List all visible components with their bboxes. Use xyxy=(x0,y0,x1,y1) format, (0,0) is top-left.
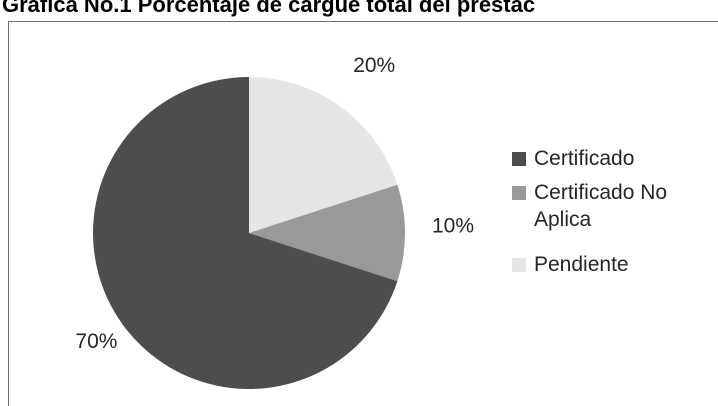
chart-frame xyxy=(8,21,718,406)
pie-slice-certificado xyxy=(92,77,398,389)
legend-label: Pendiente xyxy=(534,253,629,276)
legend-label: Certificado No Aplica xyxy=(534,181,668,231)
legend-swatch xyxy=(512,258,526,272)
data-label-certificado: 70% xyxy=(75,330,117,353)
pie-slice-certificado-no-aplica xyxy=(249,184,405,282)
pie-slice-pendiente xyxy=(249,77,398,233)
legend-swatch xyxy=(512,186,526,200)
data-label-pendiente: 20% xyxy=(353,54,395,77)
legend-swatch xyxy=(512,152,526,166)
chart-title: Gráfica No.1 Porcentaje de cargue total … xyxy=(2,0,536,17)
legend-label: Certificado xyxy=(534,147,635,170)
data-label-certificado-no-aplica: 10% xyxy=(432,215,474,238)
